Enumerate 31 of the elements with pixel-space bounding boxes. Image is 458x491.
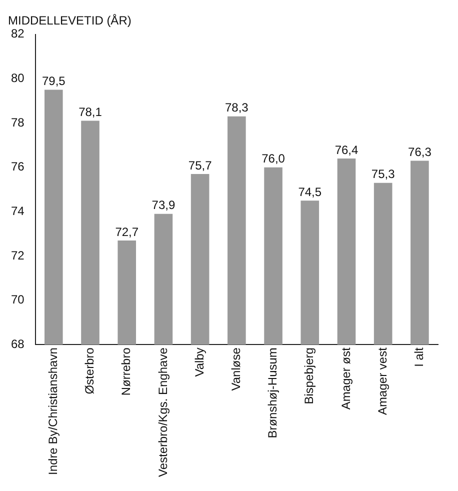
x-tick-label: Valby (192, 348, 206, 377)
x-tick-label: Brønshøj-Husum (266, 348, 280, 438)
x-tick-label: Nørrebro (119, 347, 134, 396)
data-label: 78,3 (224, 100, 249, 115)
y-tick-label: 70 (10, 292, 25, 307)
chart-title: MIDDELLEVETID (ÅR) (8, 14, 132, 28)
data-label: 79,5 (42, 74, 66, 88)
y-tick-label: 74 (10, 204, 25, 218)
data-label: 78,1 (78, 105, 102, 120)
x-tick-label: Østerbro (82, 347, 97, 394)
y-tick-label: 76 (10, 160, 25, 174)
data-label: 73,9 (152, 198, 176, 212)
y-tick-label: 82 (10, 26, 25, 41)
y-tick-label: 80 (10, 71, 25, 86)
data-label: 76,4 (334, 142, 358, 157)
x-tick-label: Vanløse (228, 347, 243, 391)
x-tick-label: Bispebjerg (302, 348, 316, 404)
data-label: 75,3 (371, 167, 396, 182)
data-label: 76,0 (262, 152, 286, 166)
x-tick-label: Amager vest (375, 346, 390, 415)
y-tick-label: 78 (10, 115, 25, 130)
data-label: 76,3 (408, 145, 432, 159)
x-tick-label: Indre By/Christianshavn (46, 348, 60, 475)
y-tick-label: 72 (10, 248, 25, 262)
x-tick-label: I alt (412, 346, 426, 367)
data-label: 72,7 (115, 224, 139, 239)
y-tick-label: 68 (10, 336, 25, 351)
data-label: 75,7 (188, 158, 212, 172)
x-tick-label: Amager øst (338, 346, 353, 410)
data-label: 74,5 (298, 184, 322, 199)
x-tick-label: Vesterbro/Kgs. Enghave (156, 347, 170, 478)
